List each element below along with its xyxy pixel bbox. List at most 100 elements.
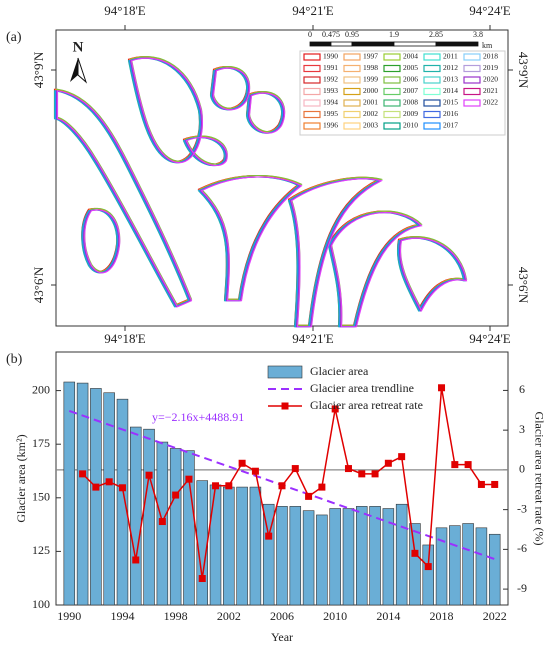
map-legend-swatch (343, 87, 361, 96)
series-marker (158, 518, 166, 526)
map-legend-label: 2015 (443, 98, 458, 107)
scale-label: 0 (308, 30, 312, 39)
map-legend-swatch (463, 87, 481, 96)
scale-label: 1.9 (389, 30, 399, 39)
legend-label: Glacier area (310, 364, 369, 378)
bar (488, 533, 501, 606)
bar (90, 388, 102, 606)
glacier-outline (84, 209, 121, 274)
map-legend-label: 1995 (323, 109, 338, 118)
map-legend-swatch (383, 76, 401, 84)
bar (342, 508, 355, 606)
map-legend-label: 2021 (483, 86, 498, 95)
map-legend-label: 2010 (403, 121, 418, 130)
bar (183, 450, 195, 606)
map-legend-swatch (343, 53, 361, 61)
y2-tick-label: 6 (519, 382, 525, 396)
map-legend-swatch (383, 122, 401, 130)
map-legend-label: 2006 (403, 75, 418, 84)
glacier-outline (290, 178, 384, 328)
scale-segment (351, 41, 395, 47)
bar (276, 506, 288, 606)
bar (369, 506, 381, 606)
map-tick-label: 94°18'E (104, 331, 146, 346)
map-legend-swatch (423, 122, 441, 130)
map-legend-label: 2004 (403, 52, 418, 61)
bar (249, 486, 262, 606)
glacier-outline (200, 176, 303, 302)
y-axis-title: Glacier area (km²) (14, 434, 28, 522)
glacier-outline (128, 57, 201, 164)
scale-segment (330, 41, 353, 47)
glacier-outline (56, 90, 193, 308)
series-marker (438, 384, 446, 392)
glacier-outline (185, 136, 228, 166)
bar (169, 448, 182, 606)
map-legend-label: 1999 (363, 75, 378, 84)
map-tick-label: 43°9'N (516, 52, 531, 89)
scale-segment (309, 41, 332, 47)
bar (262, 503, 275, 606)
map-legend-swatch (303, 122, 321, 130)
series-marker (278, 482, 286, 490)
legend-label: Glacier area retreat rate (310, 398, 423, 412)
y-tick-label: 100 (32, 597, 50, 611)
map-legend-swatch (343, 76, 361, 84)
bar (143, 428, 155, 606)
series-marker (424, 563, 432, 571)
series-marker (477, 480, 485, 488)
map-legend-label: 1994 (323, 98, 338, 107)
map-legend-label: 2000 (363, 86, 378, 95)
map-legend-swatch (423, 99, 441, 107)
map-legend-swatch (383, 53, 401, 61)
series-marker (105, 478, 113, 486)
map-tick-label: 43°6'N (31, 266, 46, 303)
glacier-outline (212, 67, 251, 111)
map-legend-label: 2012 (443, 63, 458, 72)
map-legend-swatch (463, 53, 481, 61)
glacier-outline (127, 57, 200, 164)
legend-swatch-marker (281, 402, 289, 410)
map-legend-swatch (343, 122, 361, 130)
bar (130, 426, 142, 606)
bar (316, 514, 328, 606)
series-marker (371, 470, 379, 478)
x-tick-label: 2014 (376, 609, 400, 623)
map-legend-swatch (303, 99, 321, 107)
map-legend-label: 1990 (323, 52, 338, 61)
glacier-outline (248, 92, 286, 134)
x-tick-label: 1994 (110, 609, 134, 623)
series-marker (238, 459, 246, 467)
series-marker (291, 465, 299, 473)
bar (475, 527, 488, 606)
scale-label: 3.8 (473, 30, 483, 39)
y2-tick-label: 3 (519, 422, 525, 436)
map-legend-swatch (423, 87, 441, 96)
legend-label: Glacier area trendline (310, 381, 414, 395)
bar (209, 484, 222, 606)
map-legend-label: 2018 (483, 52, 498, 61)
map-legend-swatch (423, 110, 441, 119)
series-marker (198, 575, 206, 583)
bar (196, 480, 208, 606)
bar (462, 523, 474, 606)
x-tick-label: 2002 (217, 609, 241, 623)
panel-label: (a) (6, 30, 22, 45)
x-tick-label: 2010 (323, 609, 347, 623)
map-legend-swatch (423, 64, 441, 73)
map-legend-label: 1992 (323, 75, 338, 84)
y2-axis-title: Glacier area retreat rate (%) (532, 412, 546, 546)
map-legend-label: 2008 (403, 98, 418, 107)
map-legend-label: 2020 (483, 75, 498, 84)
map-legend-swatch (343, 110, 361, 119)
glacier-outline (130, 57, 203, 164)
map-legend-swatch (383, 64, 401, 73)
map-legend-swatch (383, 110, 401, 119)
series-marker (384, 459, 392, 467)
x-tick-label: 2022 (483, 609, 507, 623)
x-tick-label: 1998 (164, 609, 188, 623)
map-legend-label: 2016 (443, 109, 458, 118)
series-marker (132, 556, 140, 564)
map-legend-label: 2011 (443, 52, 458, 61)
